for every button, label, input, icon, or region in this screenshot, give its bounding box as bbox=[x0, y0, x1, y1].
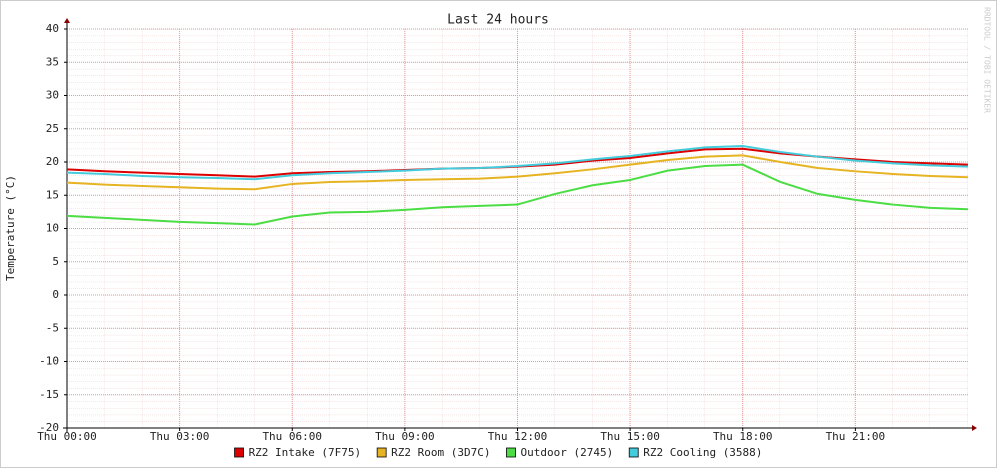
x-tick-label: Thu 21:00 bbox=[826, 430, 886, 443]
series-line bbox=[66, 154, 969, 191]
y-tick-label: -20 bbox=[39, 421, 59, 434]
y-tick-label: 20 bbox=[46, 155, 59, 168]
y-tick-label: 0 bbox=[52, 288, 59, 301]
legend-swatch bbox=[376, 447, 387, 458]
legend-label: RZ2 Cooling (3588) bbox=[643, 446, 762, 459]
y-tick-label: -10 bbox=[39, 355, 59, 368]
x-tick-label: Thu 15:00 bbox=[600, 430, 660, 443]
y-tick-label: 15 bbox=[46, 188, 59, 201]
y-tick-label: 25 bbox=[46, 122, 59, 135]
series-line bbox=[66, 163, 969, 226]
legend: RZ2 Intake (7F75) RZ2 Room (3D7C) Outdoor … bbox=[234, 446, 762, 459]
y-tick-label: 5 bbox=[52, 255, 59, 268]
legend-swatch bbox=[234, 447, 244, 458]
legend-swatch bbox=[628, 447, 639, 458]
x-tick-label: Thu 00:00 bbox=[37, 430, 97, 443]
legend-label: RZ2 Intake (7F75) bbox=[249, 446, 362, 459]
chart-title: Last 24 hours bbox=[447, 13, 549, 28]
legend-swatch bbox=[506, 447, 516, 458]
watermark: RRDTOOL / TOBI OETIKER bbox=[983, 7, 992, 113]
y-axis-label: Temperature (°C) bbox=[4, 175, 17, 281]
x-tick-label: Thu 09:00 bbox=[375, 430, 435, 443]
y-tick-label: -15 bbox=[39, 388, 59, 401]
legend-label: Outdoor (2745) bbox=[521, 446, 614, 459]
x-tick-label: Thu 12:00 bbox=[488, 430, 548, 443]
y-tick-label: 10 bbox=[46, 222, 59, 235]
y-tick-label: -5 bbox=[46, 321, 59, 334]
x-tick-label: Thu 03:00 bbox=[150, 430, 210, 443]
x-tick-label: Thu 18:00 bbox=[713, 430, 773, 443]
legend-label: RZ2 Room (3D7C) bbox=[391, 446, 490, 459]
x-tick-label: Thu 06:00 bbox=[262, 430, 322, 443]
x-arrow bbox=[972, 425, 977, 431]
y-tick-label: 35 bbox=[46, 55, 59, 68]
y-tick-label: 30 bbox=[46, 89, 59, 102]
y-tick-label: 40 bbox=[46, 22, 59, 35]
y-arrow bbox=[64, 18, 70, 23]
series-line bbox=[66, 145, 969, 181]
